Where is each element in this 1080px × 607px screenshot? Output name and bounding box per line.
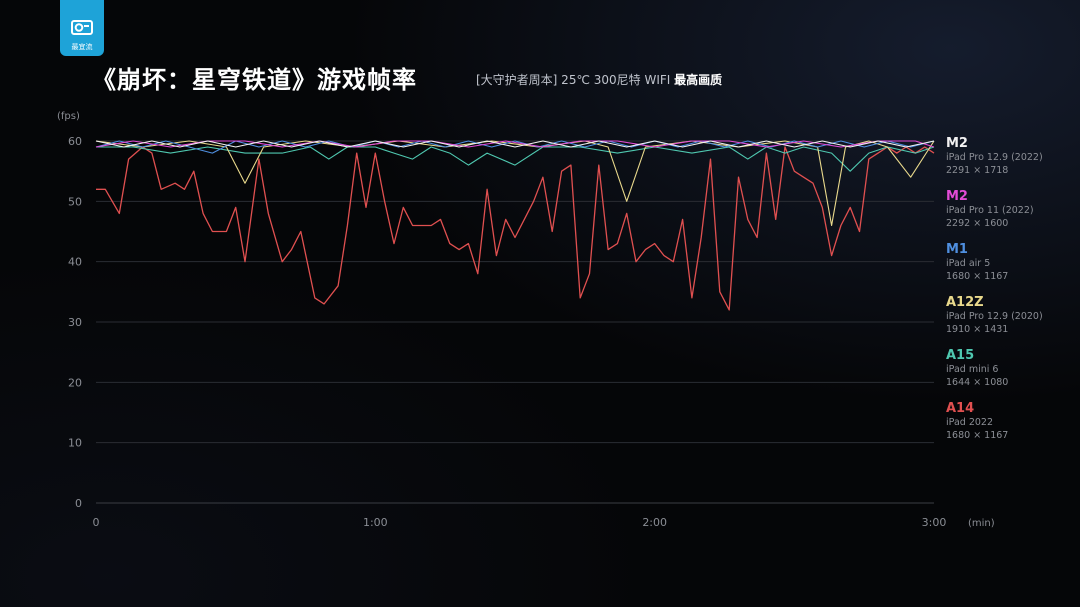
legend-item: M1 iPad air 5 1680 × 1167	[946, 242, 1076, 295]
legend-chip-label: A14	[946, 401, 975, 416]
y-tick-label: 50	[68, 195, 82, 208]
legend-item: A15 iPad mini 6 1644 × 1080	[946, 348, 1076, 401]
legend-item: M2 iPad Pro 11 (2022) 2292 × 1600	[946, 189, 1076, 242]
legend-item: A12Z iPad Pro 12.9 (2020) 1910 × 1431	[946, 295, 1076, 348]
legend-item: A14 iPad 2022 1680 × 1167	[946, 401, 1076, 454]
legend-item: M2 iPad Pro 12.9 (2022) 2291 × 1718	[946, 136, 1076, 189]
y-tick-label: 10	[68, 437, 82, 450]
legend-chip-label: M1	[946, 242, 968, 257]
legend-chip-label: M2	[946, 136, 968, 151]
y-tick-label: 20	[68, 376, 82, 389]
legend-resolution-label: 1644 × 1080	[946, 377, 1009, 388]
page-subtitle: [大守护者周本] 25℃ 300尼特 WIFI 最高画质	[476, 71, 722, 88]
brand-logo-text: 最宜流	[71, 43, 93, 51]
series-line-m2-0	[95, 140, 935, 148]
legend-resolution-label: 1910 × 1431	[946, 324, 1009, 335]
y-tick-label: 40	[68, 256, 82, 269]
legend-chip-label: M2	[946, 189, 968, 204]
x-tick-label: 3:00	[922, 516, 947, 529]
y-tick-label: 60	[68, 135, 82, 148]
test-conditions: [大守护者周本] 25℃ 300尼特 WIFI	[476, 73, 671, 87]
legend-resolution-label: 1680 × 1167	[946, 271, 1009, 282]
series-line-m2-1	[95, 140, 935, 148]
series-line-a12z-3	[95, 140, 935, 227]
quality-setting: 最高画质	[674, 73, 723, 87]
x-tick-label: 0	[93, 516, 100, 529]
x-tick-label: 1:00	[363, 516, 388, 529]
legend-chip-label: A12Z	[946, 295, 984, 310]
y-tick-label: 30	[68, 316, 82, 329]
page-title: 《崩坏：星穹铁道》游戏帧率	[92, 66, 417, 94]
legend-chip-label: A15	[946, 348, 975, 363]
legend-device-label: iPad Pro 11 (2022)	[946, 205, 1034, 216]
x-axis-label: (min)	[968, 518, 995, 529]
series-line-a15-4	[96, 146, 935, 172]
brand-logo: 最宜流	[60, 0, 104, 56]
y-tick-label: 0	[75, 497, 82, 510]
legend-device-label: iPad Pro 12.9 (2020)	[946, 311, 1043, 322]
legend: M2 iPad Pro 12.9 (2022) 2291 × 1718 M2 iPad …	[946, 136, 1076, 454]
legend-device-label: iPad mini 6	[946, 364, 999, 375]
legend-device-label: iPad air 5	[946, 258, 991, 269]
camera-icon	[71, 20, 93, 35]
legend-resolution-label: 2291 × 1718	[946, 165, 1009, 176]
legend-device-label: iPad 2022	[946, 417, 993, 428]
legend-resolution-label: 2292 × 1600	[946, 218, 1009, 229]
y-axis-label: (fps)	[57, 111, 80, 122]
legend-resolution-label: 1680 × 1167	[946, 430, 1009, 441]
series-line-a14-5	[96, 146, 935, 311]
x-tick-label: 2:00	[642, 516, 667, 529]
legend-device-label: iPad Pro 12.9 (2022)	[946, 152, 1043, 163]
